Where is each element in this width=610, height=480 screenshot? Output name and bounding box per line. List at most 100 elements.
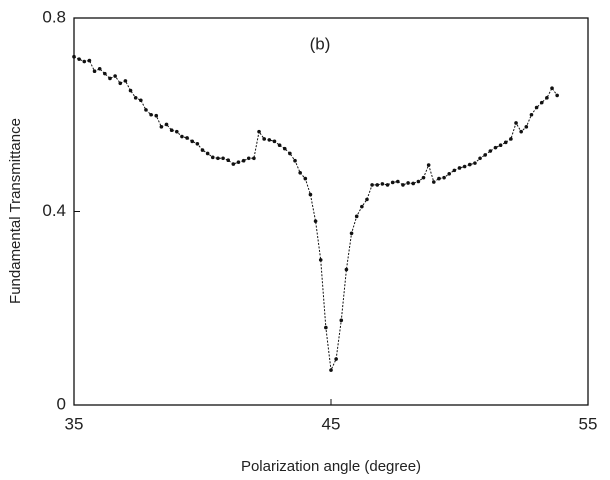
data-point <box>92 69 97 74</box>
data-point <box>467 162 472 167</box>
data-point <box>308 192 313 197</box>
data-point <box>426 163 431 167</box>
data-point <box>139 98 143 103</box>
data-point <box>97 66 102 71</box>
y-tick-label: 0.8 <box>42 7 66 26</box>
data-point <box>205 151 210 156</box>
data-point <box>550 86 554 90</box>
data-point <box>514 121 518 125</box>
data-point <box>329 368 333 372</box>
data-point <box>555 93 559 98</box>
data-point <box>246 156 251 161</box>
data-point <box>144 108 148 112</box>
data-point <box>200 148 205 152</box>
y-tick-label: 0.4 <box>42 201 66 220</box>
data-point <box>483 153 488 157</box>
data-point <box>324 325 328 330</box>
data-point <box>257 129 261 134</box>
data-point <box>411 181 416 186</box>
data-point <box>509 137 513 141</box>
data-point <box>252 156 256 161</box>
data-point <box>210 155 215 160</box>
data-point <box>545 96 549 100</box>
data-point <box>77 57 81 61</box>
data-point <box>236 160 241 164</box>
data-point <box>354 214 359 219</box>
data-point <box>452 168 457 173</box>
y-axis-label: Fundamental Transmittance <box>7 118 24 304</box>
data-point <box>421 175 426 180</box>
data-point <box>524 125 529 129</box>
data-point <box>370 183 374 187</box>
data-point <box>349 231 354 236</box>
plot-frame <box>73 17 589 406</box>
data-point <box>529 112 534 117</box>
data-point <box>298 171 302 175</box>
data-point <box>195 141 200 146</box>
data-point <box>488 149 493 153</box>
data-point <box>380 182 385 186</box>
data-point <box>365 197 369 202</box>
data-point <box>216 156 220 161</box>
x-tick-label: 55 <box>579 414 598 433</box>
data-point <box>169 128 174 133</box>
data-point <box>226 158 230 163</box>
data-point <box>318 258 323 262</box>
data-point <box>447 171 452 176</box>
data-point <box>180 134 184 139</box>
data-point <box>87 58 92 63</box>
data-point <box>128 88 133 93</box>
data-point <box>432 180 436 184</box>
annotation: (b) <box>310 34 331 53</box>
y-tick-label: 0 <box>57 394 66 413</box>
data-point <box>339 318 344 323</box>
data-point <box>267 138 272 142</box>
data-point <box>313 219 318 223</box>
data-point <box>503 140 508 145</box>
data-point <box>262 137 266 141</box>
data-point <box>406 181 410 185</box>
data-point <box>133 96 138 100</box>
data-point <box>164 122 169 127</box>
data-point <box>416 179 421 184</box>
data-point <box>498 143 503 148</box>
data-point <box>185 136 189 140</box>
data-point <box>493 145 498 150</box>
data-point <box>293 158 297 163</box>
data-point <box>190 139 195 144</box>
data-line <box>73 56 558 372</box>
data-point <box>231 162 236 166</box>
data-point <box>385 183 390 187</box>
data-point <box>401 183 405 187</box>
data-point <box>103 71 107 76</box>
data-point <box>442 175 446 180</box>
data-point <box>437 176 441 181</box>
data-point <box>334 357 338 361</box>
data-point <box>108 76 112 81</box>
data-point <box>360 204 364 209</box>
data-point <box>375 183 380 187</box>
data-point <box>303 176 308 181</box>
data-point <box>344 267 349 272</box>
data-point <box>118 81 123 86</box>
data-point <box>462 164 467 169</box>
data-point <box>159 125 164 129</box>
data-point <box>175 129 179 134</box>
x-axis-label: Polarization angle (degree) <box>241 458 421 475</box>
data-point <box>282 146 287 151</box>
data-point <box>390 180 395 185</box>
data-point <box>72 54 76 59</box>
data-point <box>478 156 482 161</box>
data-point <box>123 79 128 83</box>
data-point <box>241 158 246 163</box>
data-point <box>272 139 277 144</box>
x-tick-label: 45 <box>322 414 341 433</box>
data-point <box>457 166 462 170</box>
data-point <box>534 105 539 110</box>
data-point <box>149 112 153 117</box>
data-point <box>519 129 523 134</box>
data-point <box>154 113 159 118</box>
data-point <box>113 74 117 78</box>
